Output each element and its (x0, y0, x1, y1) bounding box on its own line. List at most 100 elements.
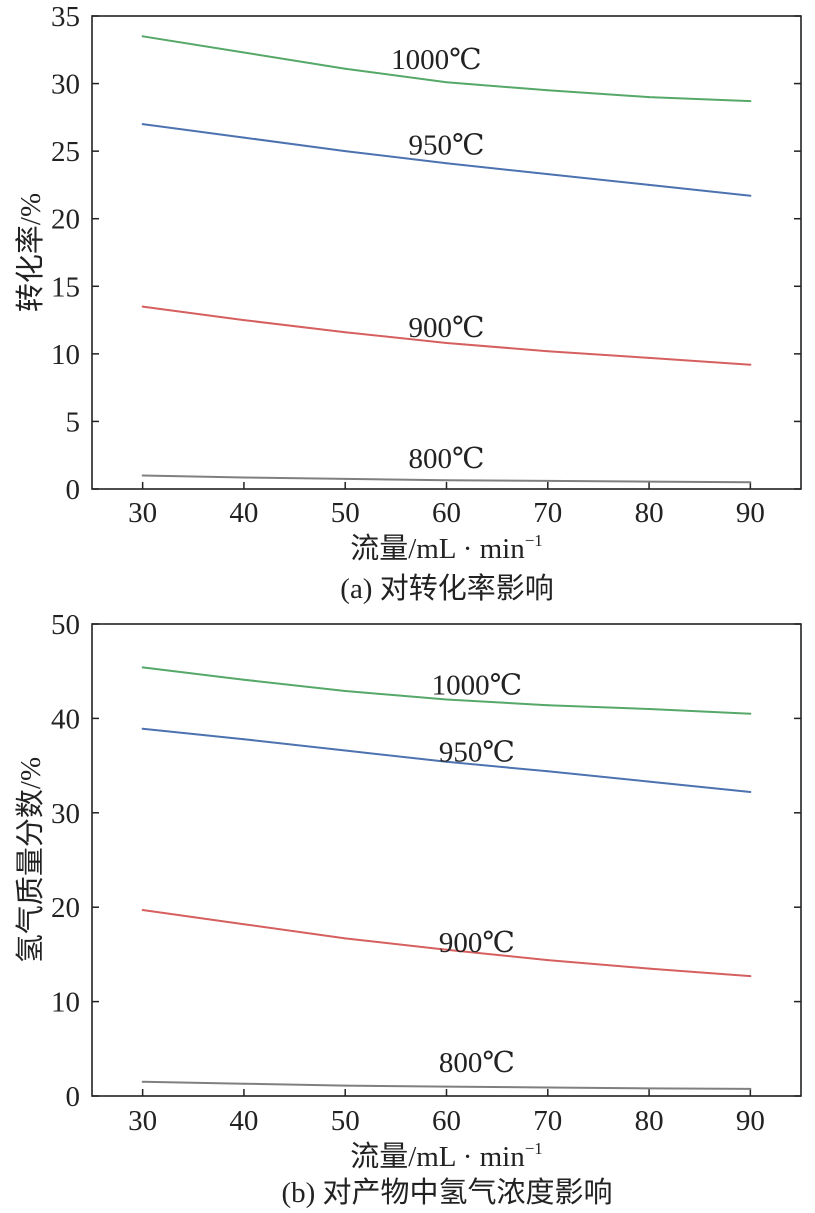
y-tick-label: 25 (51, 136, 80, 168)
data-point-800 (445, 479, 448, 482)
data-point-950 (141, 123, 144, 126)
y-axis-label: 氢气质量分数/% (14, 757, 47, 963)
series-label: 1000℃ (432, 669, 522, 701)
x-tick-label: 60 (432, 497, 461, 529)
data-point-900 (242, 923, 245, 926)
y-tick-label: 30 (51, 69, 80, 101)
data-point-1000 (648, 96, 651, 99)
data-point-950 (749, 791, 752, 794)
data-point-800 (648, 1087, 651, 1090)
data-point-800 (141, 474, 144, 477)
data-point-950 (445, 162, 448, 165)
data-point-1000 (445, 81, 448, 84)
x-tick-label: 50 (331, 1105, 360, 1137)
y-tick-label: 0 (66, 474, 81, 506)
y-tick-label: 10 (51, 987, 80, 1019)
data-point-950 (546, 173, 549, 176)
plot-frame (91, 15, 802, 490)
series-line-800 (142, 1080, 751, 1090)
data-point-900 (445, 948, 448, 951)
series-label: 900℃ (439, 927, 515, 959)
y-tick-label: 10 (51, 339, 80, 371)
data-point-800 (141, 1080, 144, 1083)
data-point-1000 (344, 67, 347, 70)
data-point-900 (546, 959, 549, 962)
x-tick-label: 40 (229, 1105, 258, 1137)
series-label: 950℃ (409, 129, 485, 161)
y-tick-label: 15 (51, 271, 80, 303)
data-point-900 (648, 356, 651, 359)
y-tick-label: 0 (66, 1081, 81, 1113)
data-point-1000 (648, 707, 651, 710)
data-point-1000 (546, 704, 549, 707)
y-tick-label: 30 (51, 798, 80, 830)
data-point-900 (242, 319, 245, 322)
x-tick-label: 90 (736, 1105, 765, 1137)
data-point-1000 (141, 35, 144, 38)
y-axis-label: 转化率/% (14, 193, 47, 312)
data-point-800 (749, 481, 752, 484)
data-point-950 (344, 150, 347, 153)
figure-caption: (a) 对转化率影响 (340, 572, 553, 605)
series-label: 800℃ (439, 1047, 515, 1079)
data-point-900 (141, 305, 144, 308)
y-tick-label: 5 (66, 406, 81, 438)
data-point-800 (242, 476, 245, 479)
chart-panel-b: 0 10 20 30 40 50 30 40 50 60 70 80 90 800℃ 900℃ 950℃ 100… (14, 609, 802, 1209)
series-label: 900℃ (409, 312, 485, 344)
x-axis-label: 流量/mL · min−1 (350, 1139, 543, 1173)
data-point-800 (242, 1082, 245, 1085)
data-point-950 (242, 738, 245, 741)
data-point-1000 (749, 712, 752, 715)
series-label: 800℃ (409, 443, 485, 475)
y-tick-label: 50 (51, 609, 80, 641)
data-point-1000 (546, 89, 549, 92)
chart-panel-a: 0 5 10 15 20 25 30 35 30 40 50 60 70 80 90 800℃ 900℃ 950℃… (14, 1, 802, 605)
data-point-900 (141, 909, 144, 912)
series-label: 950℃ (439, 736, 515, 768)
x-tick-label: 80 (635, 1105, 664, 1137)
x-tick-label: 40 (229, 497, 258, 529)
data-point-950 (648, 183, 651, 186)
data-point-950 (344, 749, 347, 752)
data-point-1000 (344, 690, 347, 693)
y-tick-label: 35 (51, 1, 80, 33)
data-point-900 (344, 937, 347, 940)
data-point-900 (749, 363, 752, 366)
x-tick-label: 90 (736, 497, 765, 529)
x-axis-label: 流量/mL · min−1 (350, 531, 543, 565)
data-point-800 (648, 480, 651, 483)
data-point-800 (546, 479, 549, 482)
data-point-950 (141, 727, 144, 730)
x-tick-label: 70 (533, 497, 562, 529)
series-label: 1000℃ (391, 44, 481, 76)
data-point-1000 (141, 666, 144, 669)
x-tick-label: 30 (128, 1105, 157, 1137)
data-point-950 (749, 194, 752, 197)
data-point-800 (546, 1086, 549, 1089)
data-point-950 (648, 780, 651, 783)
y-tick-label: 20 (51, 892, 80, 924)
data-point-1000 (749, 100, 752, 103)
y-tick-label: 40 (51, 703, 80, 735)
figure-caption: (b) 对产物中氢气浓度影响 (281, 1176, 612, 1209)
x-tick-label: 80 (635, 497, 664, 529)
x-tick-label: 60 (432, 1105, 461, 1137)
data-point-950 (546, 770, 549, 773)
data-point-900 (648, 967, 651, 970)
y-tick-label: 20 (51, 204, 80, 236)
data-point-800 (344, 477, 347, 480)
data-point-900 (445, 342, 448, 345)
x-tick-label: 70 (533, 1105, 562, 1137)
data-point-950 (445, 760, 448, 763)
data-point-1000 (445, 698, 448, 701)
x-tick-label: 30 (128, 497, 157, 529)
data-point-900 (344, 331, 347, 334)
x-tick-label: 50 (331, 497, 360, 529)
data-point-1000 (242, 51, 245, 54)
data-point-900 (749, 975, 752, 978)
data-point-800 (445, 1085, 448, 1088)
data-point-950 (242, 136, 245, 139)
data-point-1000 (242, 678, 245, 681)
